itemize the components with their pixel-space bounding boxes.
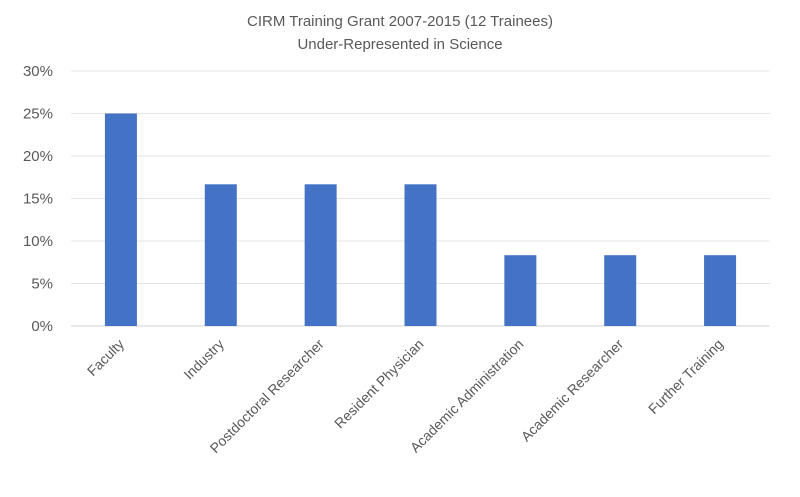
bar [104,113,137,326]
chart-title: CIRM Training Grant 2007-2015 (12 Traine… [247,13,553,30]
x-category-label: Academic Administration [407,336,527,456]
bar [404,184,437,326]
y-tick-label: 20% [23,148,53,165]
bar [204,184,237,326]
bar [304,184,337,326]
x-category-label: Further Training [645,336,726,417]
chart-subtitle: Under-Represented in Science [297,36,502,53]
x-category-label: Resident Physician [331,336,427,432]
bar [604,255,637,326]
x-category-label: Academic Researcher [518,336,627,445]
y-tick-label: 10% [23,233,53,250]
y-tick-label: 30% [23,63,53,80]
y-tick-label: 15% [23,191,53,208]
x-category-label: Postdoctoral Researcher [207,336,328,457]
y-tick-label: 5% [31,276,53,293]
bar [704,255,737,326]
bars [104,113,737,326]
y-axis-tick-labels: 0% 5% 10% 15% 20% 25% 30% [23,63,53,335]
x-category-label: Faculty [84,336,127,379]
x-category-label: Industry [180,336,227,383]
y-tick-label: 25% [23,106,53,123]
y-tick-label: 0% [31,318,53,335]
bar [504,255,537,326]
